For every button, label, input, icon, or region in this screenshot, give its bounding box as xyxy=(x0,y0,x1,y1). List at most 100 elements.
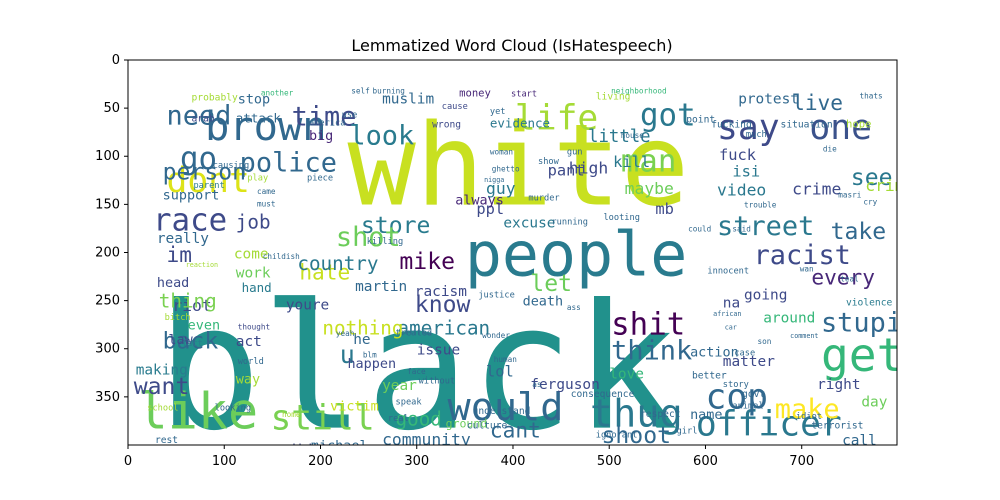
word-life: life xyxy=(515,98,598,138)
word-call: call xyxy=(842,433,877,449)
word-use: use xyxy=(342,111,358,121)
word-little: little xyxy=(588,127,651,147)
word-always: always xyxy=(455,192,504,208)
word-arab: arab xyxy=(192,114,215,125)
word-story: story xyxy=(723,380,749,390)
word-law: law xyxy=(168,332,193,348)
word-even: even xyxy=(188,317,220,333)
word-much: much xyxy=(746,130,767,140)
word-ass: ass xyxy=(567,303,581,312)
word-hate: hate xyxy=(299,259,350,284)
word-say: say xyxy=(717,108,780,148)
word-consequence: consequence xyxy=(571,389,635,400)
word-killing: killing xyxy=(367,237,403,247)
word-issue: issue xyxy=(417,343,460,359)
word-fucking: fucking xyxy=(711,119,752,130)
word-stop: stop xyxy=(238,91,270,107)
word-son: son xyxy=(757,337,771,346)
word-masri: masri xyxy=(838,191,862,200)
word-person: person xyxy=(163,159,246,185)
word-must: must xyxy=(257,199,276,208)
word-rest: rest xyxy=(155,435,178,446)
word-man: man xyxy=(621,144,677,180)
word-really: really xyxy=(157,231,209,247)
word-blm: blm xyxy=(363,350,377,359)
word-cop: cop xyxy=(705,377,768,417)
word-self: self xyxy=(351,87,370,96)
word-didnt: didnt xyxy=(288,442,329,458)
plot-frame xyxy=(128,60,897,445)
word-michael: michael xyxy=(311,438,368,454)
word-shit: shit xyxy=(611,306,685,342)
word-make: make xyxy=(775,394,840,425)
word-martin: martin xyxy=(355,279,407,295)
word-protest: protest xyxy=(738,91,799,107)
x-tick-label: 700 xyxy=(789,454,814,469)
word-gun: gun xyxy=(567,147,583,157)
word-na: na xyxy=(723,295,740,311)
word-name: name xyxy=(690,407,722,423)
word-looking: looking xyxy=(215,403,251,413)
word-kill: kill xyxy=(613,153,650,171)
word-youre: youre xyxy=(286,297,329,313)
word-real: real xyxy=(388,414,409,424)
word-live: live xyxy=(792,90,843,115)
word-year: year xyxy=(382,378,417,394)
word-understand: understand xyxy=(473,406,531,417)
word-head: head xyxy=(157,275,189,291)
word-came: came xyxy=(257,187,276,196)
word-back: back xyxy=(163,329,219,355)
word-trouble: trouble xyxy=(744,200,777,209)
y-tick-label: 150 xyxy=(95,197,120,212)
x-tick-label: 200 xyxy=(308,454,333,469)
x-tick-label: 100 xyxy=(212,454,237,469)
word-job: job xyxy=(236,210,271,233)
word-running: running xyxy=(551,218,587,228)
word-way: way xyxy=(236,371,260,387)
word-want: want xyxy=(134,374,190,400)
word-come: come xyxy=(234,246,269,262)
word-respect: respect xyxy=(640,409,681,420)
word-human: human xyxy=(494,355,517,364)
word-lol: lol xyxy=(486,363,514,381)
word-american: american xyxy=(397,316,490,339)
word-isi: isi xyxy=(732,162,760,180)
word-african: african xyxy=(713,310,741,318)
word-mb: mb xyxy=(655,200,674,218)
word-im: im xyxy=(166,242,191,267)
word-animal: animal xyxy=(732,401,763,411)
word-go: go xyxy=(180,141,217,177)
word-store: store xyxy=(361,213,430,239)
word-think: think xyxy=(611,335,692,366)
word-day: day xyxy=(861,394,887,410)
word-riot: riot xyxy=(172,296,211,315)
word-see: see xyxy=(851,165,893,191)
word-piece: piece xyxy=(307,173,333,183)
word-said: said xyxy=(732,224,751,233)
word-one: one xyxy=(809,108,872,148)
word-neighborhood: neighborhood xyxy=(611,87,667,96)
word-like: like xyxy=(138,383,258,441)
word-excuse: excuse xyxy=(503,215,555,231)
word-right: right xyxy=(817,377,860,393)
word-racism: racism xyxy=(415,284,467,300)
word-house: house xyxy=(621,131,645,140)
word-comment: comment xyxy=(790,332,818,340)
word-start: start xyxy=(511,90,537,100)
word-people: people xyxy=(465,219,687,291)
word-he: he xyxy=(353,332,370,348)
word-thug: thug xyxy=(590,392,683,437)
word-shoot: shoot xyxy=(602,423,671,449)
y-tick-label: 250 xyxy=(95,294,120,309)
word-attack: attack xyxy=(236,111,282,126)
word-home: home xyxy=(282,410,301,419)
word-street: street xyxy=(717,211,814,242)
word-mike: mike xyxy=(399,249,455,275)
word-another: another xyxy=(261,89,294,98)
word-nigga: nigga xyxy=(484,176,504,184)
word-ppl: ppl xyxy=(476,200,504,218)
word-living: living xyxy=(596,91,631,102)
word-matter: matter xyxy=(723,354,775,370)
x-tick-label: 500 xyxy=(597,454,622,469)
